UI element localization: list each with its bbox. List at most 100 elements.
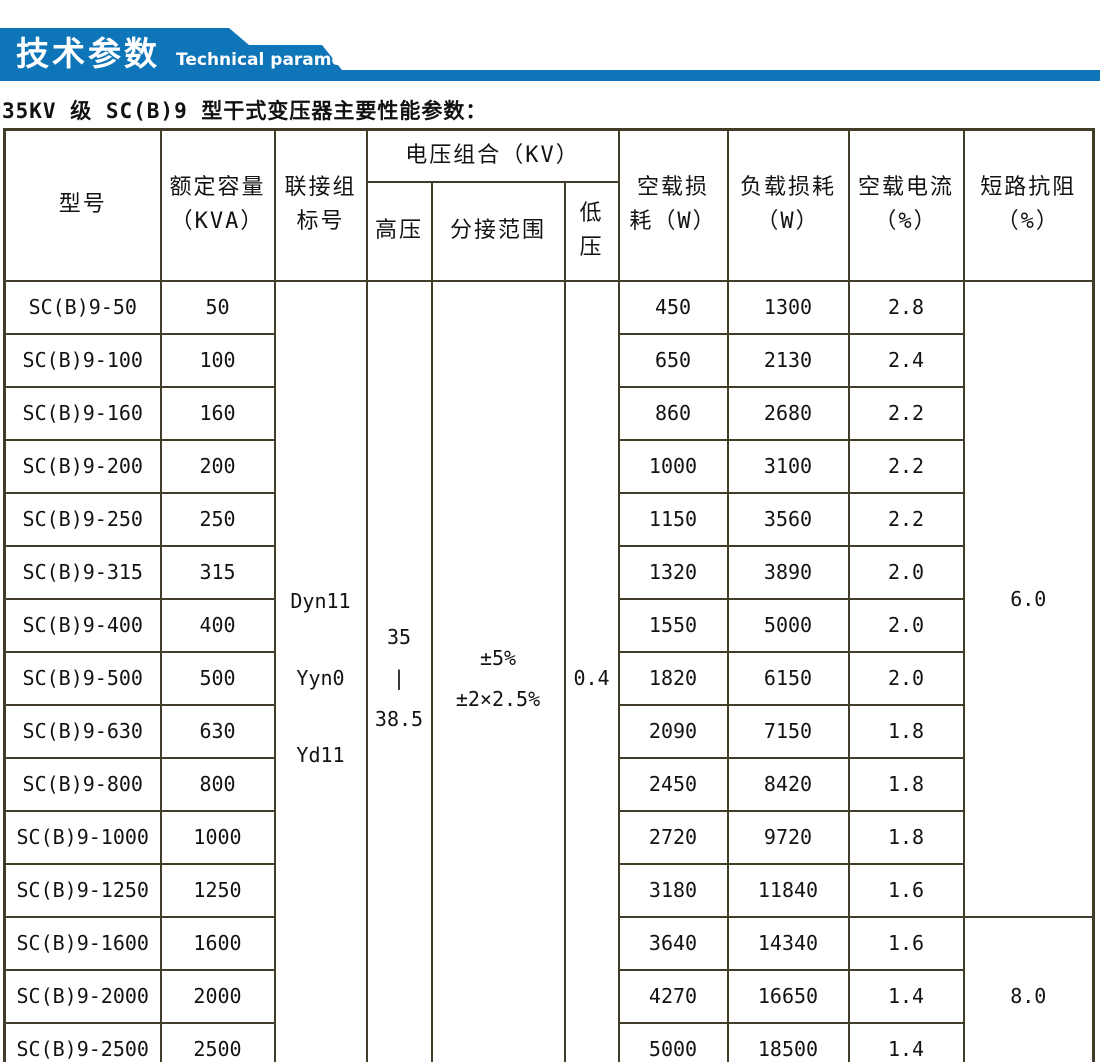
load-loss-cell: 8420 (726, 756, 850, 812)
capacity-cell: 160 (159, 385, 276, 441)
col-header-no-load-loss: 空载损 耗（W） (617, 128, 729, 282)
load-loss-cell: 7150 (726, 703, 850, 759)
header-line: 低 (579, 200, 604, 226)
no-load-current-cell: 2.4 (847, 332, 965, 388)
no-load-current-cell: 2.2 (847, 491, 965, 547)
impedance-cell: 6.0 (962, 279, 1095, 918)
header-line: 短路抗阻 (980, 175, 1077, 201)
no-load-loss-cell: 1320 (617, 544, 729, 600)
load-loss-cell: 3100 (726, 438, 850, 494)
hv-cell-line: | (392, 666, 406, 690)
header-line: 空载电流 (857, 175, 954, 201)
load-loss-cell: 3560 (726, 491, 850, 547)
capacity-cell: 800 (159, 756, 276, 812)
no-load-current-cell: 1.6 (847, 915, 965, 971)
no-load-current-cell: 1.8 (847, 703, 965, 759)
impedance-cell: 8.0 (962, 915, 1095, 1062)
model-cell: SC(B)9-200 (3, 438, 162, 494)
no-load-loss-cell: 1820 (617, 650, 729, 706)
table-row: SC(B)9-800 800 2450 8420 1.8 (3, 756, 1094, 812)
col-header-impedance: 短路抗阻 （%） (962, 128, 1095, 282)
header-row-1: 型号 额定容量 （KVA） 联接组 标号 电压组合（KV） 空载损 耗（W） 负… (3, 128, 1095, 282)
model-cell: SC(B)9-250 (3, 491, 162, 547)
load-loss-cell: 2680 (726, 385, 850, 441)
no-load-loss-cell: 650 (617, 332, 729, 388)
no-load-current-cell: 1.4 (847, 968, 965, 1024)
model-cell: SC(B)9-1000 (3, 809, 162, 865)
header-line: （%） (874, 209, 938, 235)
model-cell: SC(B)9-160 (3, 385, 162, 441)
header-line: 额定容量 (169, 175, 266, 201)
model-cell: SC(B)9-2500 (3, 1021, 162, 1062)
capacity-cell: 100 (159, 332, 276, 388)
no-load-loss-cell: 1550 (617, 597, 729, 653)
no-load-loss-cell: 860 (617, 385, 729, 441)
capacity-cell: 315 (159, 544, 276, 600)
hv-cell-line: 35 (386, 625, 412, 649)
tap-range-cell-line: ±2×2.5% (455, 686, 541, 711)
banner-ribbon-shape (0, 28, 1100, 81)
table-row: SC(B)9-100 100 650 2130 2.4 (3, 332, 1094, 388)
no-load-loss-cell: 1150 (617, 491, 729, 547)
header-line: 耗（W） (629, 209, 717, 235)
header-line: 空载损 (636, 175, 709, 201)
table-row: SC(B)9-630 630 2090 7150 1.8 (3, 703, 1094, 759)
model-cell: SC(B)9-630 (3, 703, 162, 759)
tap-range-cell-line: ±5% (479, 645, 517, 670)
col-header-connection: 联接组 标号 (273, 128, 368, 282)
capacity-cell: 2000 (159, 968, 276, 1024)
no-load-loss-cell: 2090 (617, 703, 729, 759)
table-row: SC(B)9-50 50 Dyn11 Yyn0 Yd11 35 | 38.5 ±5% ±2×2.5… (3, 279, 1095, 1062)
table-row: SC(B)9-500 500 1820 6150 2.0 (3, 650, 1094, 706)
model-cell: SC(B)9-315 (3, 544, 162, 600)
no-load-current-cell: 1.4 (847, 1021, 965, 1062)
no-load-loss-cell: 3180 (617, 862, 729, 918)
model-cell: SC(B)9-100 (3, 332, 162, 388)
col-header-capacity: 额定容量 （KVA） (159, 128, 276, 282)
load-loss-cell: 9720 (726, 809, 850, 865)
table-row: SC(B)9-2500 2500 5000 18500 1.4 (3, 1021, 1094, 1062)
capacity-cell: 2500 (159, 1021, 276, 1062)
parameters-table: 型号 额定容量 （KVA） 联接组 标号 电压组合（KV） 空载损 耗（W） 负… (3, 128, 1095, 1062)
no-load-current-cell: 2.0 (847, 544, 965, 600)
connection-group-cell-line: Yd11 (296, 743, 345, 767)
col-header-model: 型号 (3, 128, 162, 282)
capacity-cell: 250 (159, 491, 276, 547)
connection-group-cell: Dyn11 Yyn0 Yd11 (273, 279, 368, 1062)
table-row: SC(B)9-160 160 860 2680 2.2 (3, 385, 1094, 441)
load-loss-cell: 3890 (726, 544, 850, 600)
section-banner: 技术参数 Technical parameter (0, 0, 1100, 86)
model-cell: SC(B)9-400 (3, 597, 162, 653)
hv-cell: 35 | 38.5 (365, 279, 433, 1062)
model-cell: SC(B)9-50 (3, 279, 162, 335)
no-load-current-cell: 2.0 (847, 597, 965, 653)
header-line: 标号 (296, 209, 345, 235)
table-caption: 35KV 级 SC(B)9 型干式变压器主要性能参数： (2, 99, 488, 123)
model-cell: SC(B)9-800 (3, 756, 162, 812)
load-loss-cell: 18500 (726, 1021, 850, 1062)
table-row: SC(B)9-250 250 1150 3560 2.2 (3, 491, 1094, 547)
capacity-cell: 500 (159, 650, 276, 706)
connection-group-cell-line: Yyn0 (296, 666, 345, 690)
table-body: SC(B)9-50 50 Dyn11 Yyn0 Yd11 35 | 38.5 ±5% ±2×2.5… (3, 279, 1095, 1062)
connection-group-cell-line: Dyn11 (290, 589, 351, 613)
no-load-current-cell: 2.0 (847, 650, 965, 706)
hv-cell-line: 38.5 (374, 707, 424, 731)
header-line: 联接组 (284, 175, 357, 201)
load-loss-cell: 1300 (726, 279, 850, 335)
header-line: （%） (996, 209, 1060, 235)
header-line: （W） (756, 209, 820, 235)
no-load-loss-cell: 1000 (617, 438, 729, 494)
tap-range-cell: ±5% ±2×2.5% (430, 279, 566, 1062)
col-header-lv: 低 压 (563, 180, 620, 282)
capacity-cell: 50 (159, 279, 276, 335)
capacity-cell: 1000 (159, 809, 276, 865)
model-cell: SC(B)9-1600 (3, 915, 162, 971)
no-load-loss-cell: 2450 (617, 756, 729, 812)
header-line: 压 (579, 235, 604, 260)
load-loss-cell: 14340 (726, 915, 850, 971)
header-line: （KVA） (170, 209, 265, 235)
col-header-voltage-combo: 电压组合（KV） (365, 128, 620, 183)
capacity-cell: 200 (159, 438, 276, 494)
table-row: SC(B)9-1250 1250 3180 11840 1.6 (3, 862, 1094, 918)
